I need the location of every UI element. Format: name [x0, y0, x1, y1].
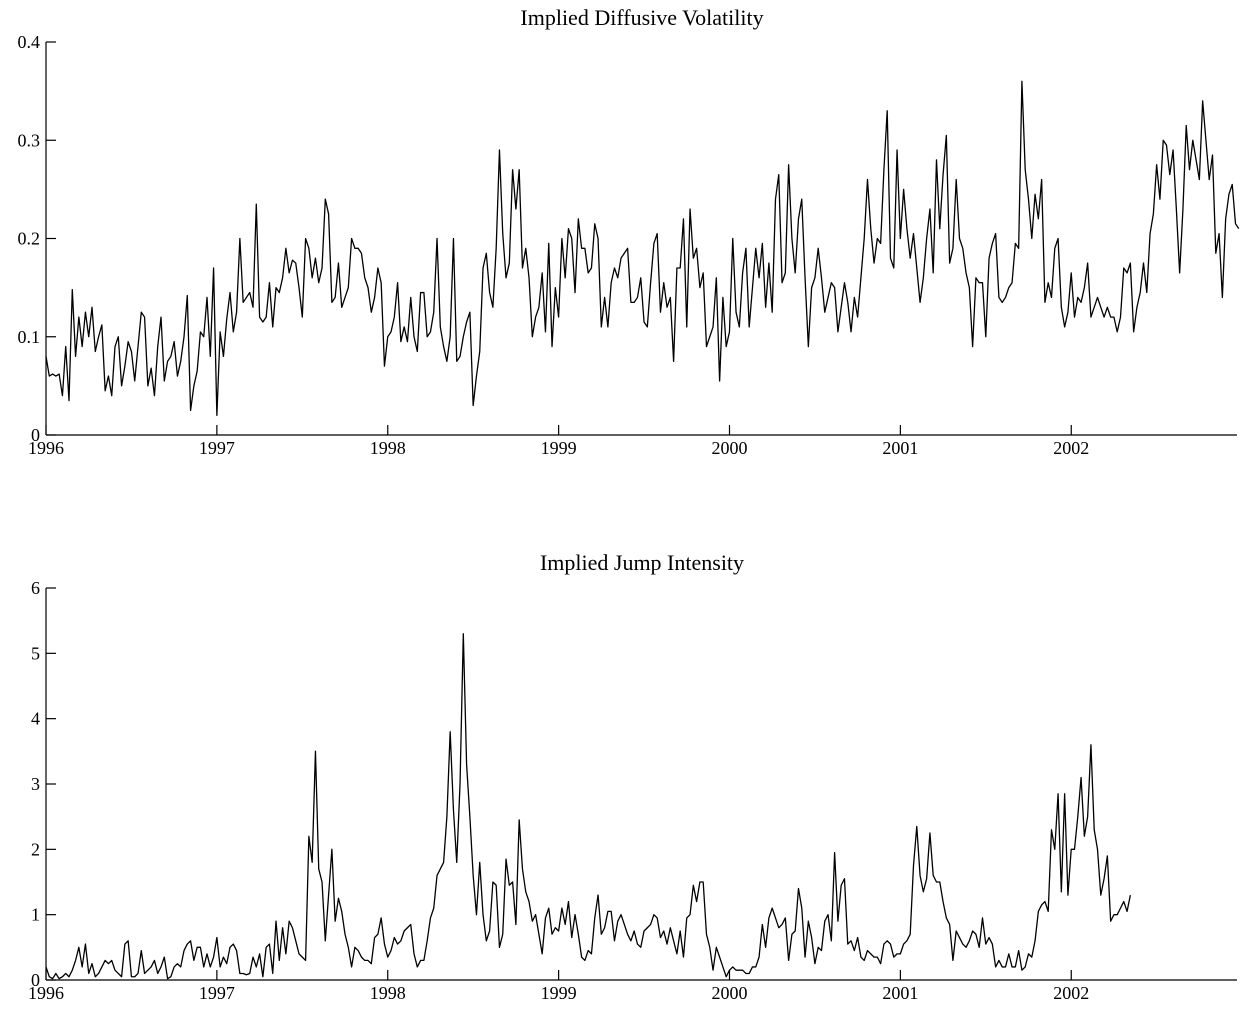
volatility-chart-x-tick-label: 2000 — [712, 438, 748, 458]
jump-intensity-chart-x-tick-label: 1998 — [370, 983, 406, 1003]
jump-intensity-chart-y-tick-label: 6 — [31, 578, 40, 598]
jump-intensity-chart-series-line — [45, 633, 1131, 980]
jump-intensity-chart-x-tick-label: 2002 — [1053, 983, 1089, 1003]
volatility-chart-series-line — [45, 80, 1240, 417]
jump-intensity-chart-x-tick-label: 1997 — [199, 983, 235, 1003]
jump-intensity-chart-x-tick-label: 1999 — [541, 983, 577, 1003]
jump-intensity-chart-y-tick-label: 1 — [31, 905, 40, 925]
jump-intensity-chart-y-tick-label: 4 — [31, 709, 40, 729]
volatility-chart-x-tick-label: 1998 — [370, 438, 406, 458]
jump-intensity-chart: Implied Jump Intensity 1996 1997 1998 1999 2… — [28, 550, 1237, 1003]
volatility-chart-x-tick-label: 1997 — [199, 438, 235, 458]
volatility-chart-y-axis: 0 0.1 0.2 0.3 0.4 — [18, 32, 56, 445]
volatility-chart-y-tick-label: 0.3 — [18, 130, 41, 150]
jump-intensity-chart-y-tick-label: 3 — [31, 774, 40, 794]
volatility-chart-plot — [45, 80, 1240, 417]
volatility-chart-title: Implied Diffusive Volatility — [520, 5, 763, 30]
jump-intensity-chart-plot — [45, 633, 1131, 980]
jump-intensity-chart-y-tick-label: 5 — [31, 643, 40, 663]
jump-intensity-chart-x-tick-label: 1996 — [28, 983, 64, 1003]
volatility-chart-x-tick-label: 1999 — [541, 438, 577, 458]
volatility-chart-y-tick-label: 0 — [31, 425, 40, 445]
volatility-chart-x-tick-label: 2002 — [1053, 438, 1089, 458]
jump-intensity-chart-x-axis: 1996 1997 1998 1999 2000 2001 2002 — [28, 970, 1237, 1003]
jump-intensity-chart-y-tick-label: 2 — [31, 839, 40, 859]
volatility-chart-y-tick-label: 0.1 — [18, 327, 41, 347]
jump-intensity-chart-y-tick-label: 0 — [31, 970, 40, 990]
volatility-chart: Implied Diffusive Volatility 1996 1997 199… — [18, 5, 1240, 458]
jump-intensity-chart-x-tick-label: 2001 — [882, 983, 918, 1003]
jump-intensity-chart-x-tick-label: 2000 — [712, 983, 748, 1003]
volatility-chart-y-tick-label: 0.4 — [18, 32, 41, 52]
volatility-chart-x-tick-label: 2001 — [882, 438, 918, 458]
volatility-chart-y-tick-label: 0.2 — [18, 229, 41, 249]
jump-intensity-chart-title: Implied Jump Intensity — [540, 550, 744, 575]
volatility-chart-x-axis: 1996 1997 1998 1999 2000 2001 2002 — [28, 425, 1237, 458]
jump-intensity-chart-y-axis: 0 1 2 3 4 5 6 — [31, 578, 56, 990]
volatility-chart-x-tick-label: 1996 — [28, 438, 64, 458]
